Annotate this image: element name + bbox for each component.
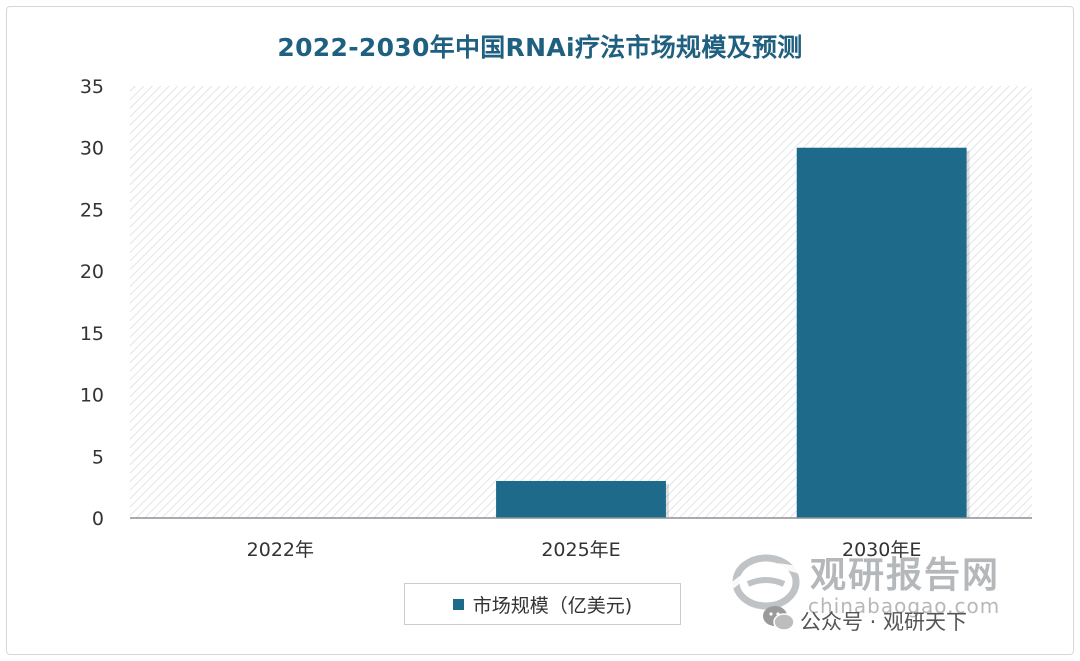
watermark-brand: 观研报告网 [810, 555, 1001, 596]
y-tick-label: 10 [80, 385, 104, 407]
x-tick-label: 2022年 [247, 539, 314, 561]
x-tick-label: 2025年E [541, 539, 620, 561]
x-tick-label: 2030年E [842, 539, 921, 561]
y-tick-label: 0 [92, 508, 104, 530]
chart-title: 2022-2030年中国RNAi疗法市场规模及预测 [277, 33, 803, 62]
bar [796, 147, 967, 518]
legend-swatch [452, 598, 464, 610]
globe-swoosh-icon [730, 554, 804, 610]
y-tick-label: 15 [80, 323, 104, 345]
y-tick-label: 20 [80, 261, 104, 283]
watermark-url: chinabaogao.com [808, 594, 1001, 618]
y-tick-label: 35 [80, 76, 104, 98]
x-axis: 2022年 2025年E 2030年E [247, 539, 922, 561]
bar [496, 480, 666, 518]
y-tick-label: 25 [80, 199, 104, 221]
y-axis: 0 5 10 15 20 25 30 35 [80, 76, 104, 530]
bars [496, 147, 970, 518]
legend-label: 市场规模（亿美元) [472, 594, 633, 617]
legend: 市场规模（亿美元) [404, 583, 681, 625]
wechat-icon [763, 606, 795, 631]
y-tick-label: 5 [92, 446, 104, 468]
wechat-account-text: 公众号 · 观研天下 [800, 610, 968, 634]
y-tick-label: 30 [80, 138, 104, 160]
